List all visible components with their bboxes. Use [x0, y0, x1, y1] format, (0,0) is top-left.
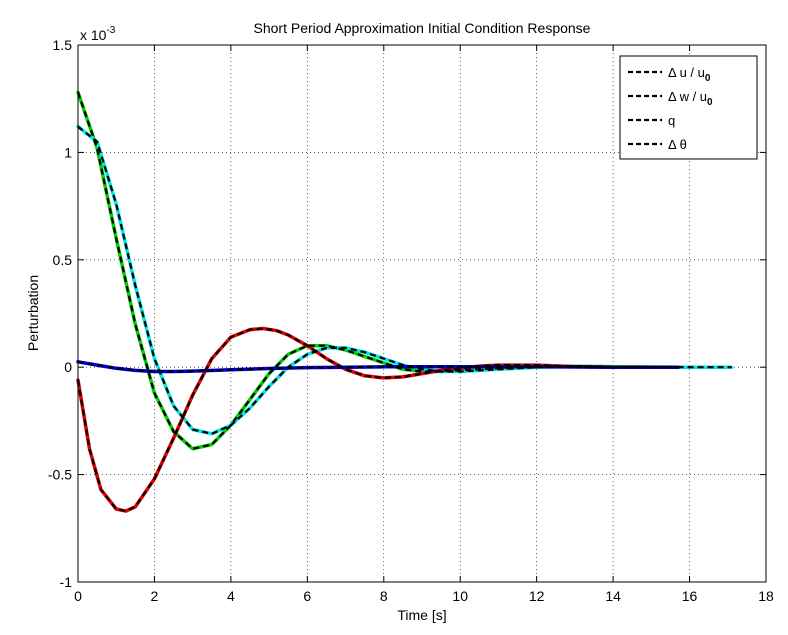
chart-title: Short Period Approximation Initial Condi… [254, 20, 591, 36]
y-tick-label: -1 [60, 574, 73, 590]
y-axis-label: Perturbation [25, 275, 41, 351]
y-tick-label: 1 [64, 144, 72, 160]
legend-box [619, 55, 758, 160]
x-tick-label: 4 [227, 588, 235, 604]
legend-entry: Δ w / u0 [668, 89, 713, 108]
axes-box [77, 44, 767, 583]
x-tick-label: 2 [151, 588, 159, 604]
x-axis-label: Time [s] [397, 607, 446, 623]
x-tick-label: 10 [452, 588, 468, 604]
x-tick-label: 0 [74, 588, 82, 604]
legend-entry: Δ θ [668, 137, 687, 152]
x-tick-label: 12 [529, 588, 545, 604]
x-tick-label: 8 [380, 588, 388, 604]
legend-entry-base: Δ θ [668, 137, 687, 152]
series-group [76, 90, 734, 513]
y-multiplier: x 10-3 [80, 25, 116, 43]
series-overlay-3 [77, 360, 679, 373]
legend-entry: Δ u / u0 [668, 65, 711, 84]
tick-labels: 0 2 4 6 8 10 12 14 16 18 -1 -0.5 0 0.5 1 1.5 [48, 37, 774, 604]
legend-entry-sub: 0 [705, 73, 711, 84]
y-multiplier-base: x 10 [80, 27, 107, 43]
legend-entry-base: Δ u / u [668, 65, 705, 80]
y-tick-label: 0.5 [53, 252, 73, 268]
legend-entry-sub: 0 [707, 97, 713, 108]
ticks [77, 44, 767, 583]
legend-entry-base: Δ w / u [668, 89, 707, 104]
y-tick-label: 1.5 [53, 37, 73, 53]
legend-entry: q [668, 113, 675, 128]
x-tick-label: 14 [605, 588, 621, 604]
x-tick-label: 18 [758, 588, 774, 604]
legend-entry-base: q [668, 113, 675, 128]
x-tick-label: 6 [303, 588, 311, 604]
x-tick-label: 16 [682, 588, 698, 604]
y-multiplier-exp: -3 [106, 25, 115, 36]
y-tick-label: 0 [64, 359, 72, 375]
y-tick-label: -0.5 [48, 467, 72, 483]
